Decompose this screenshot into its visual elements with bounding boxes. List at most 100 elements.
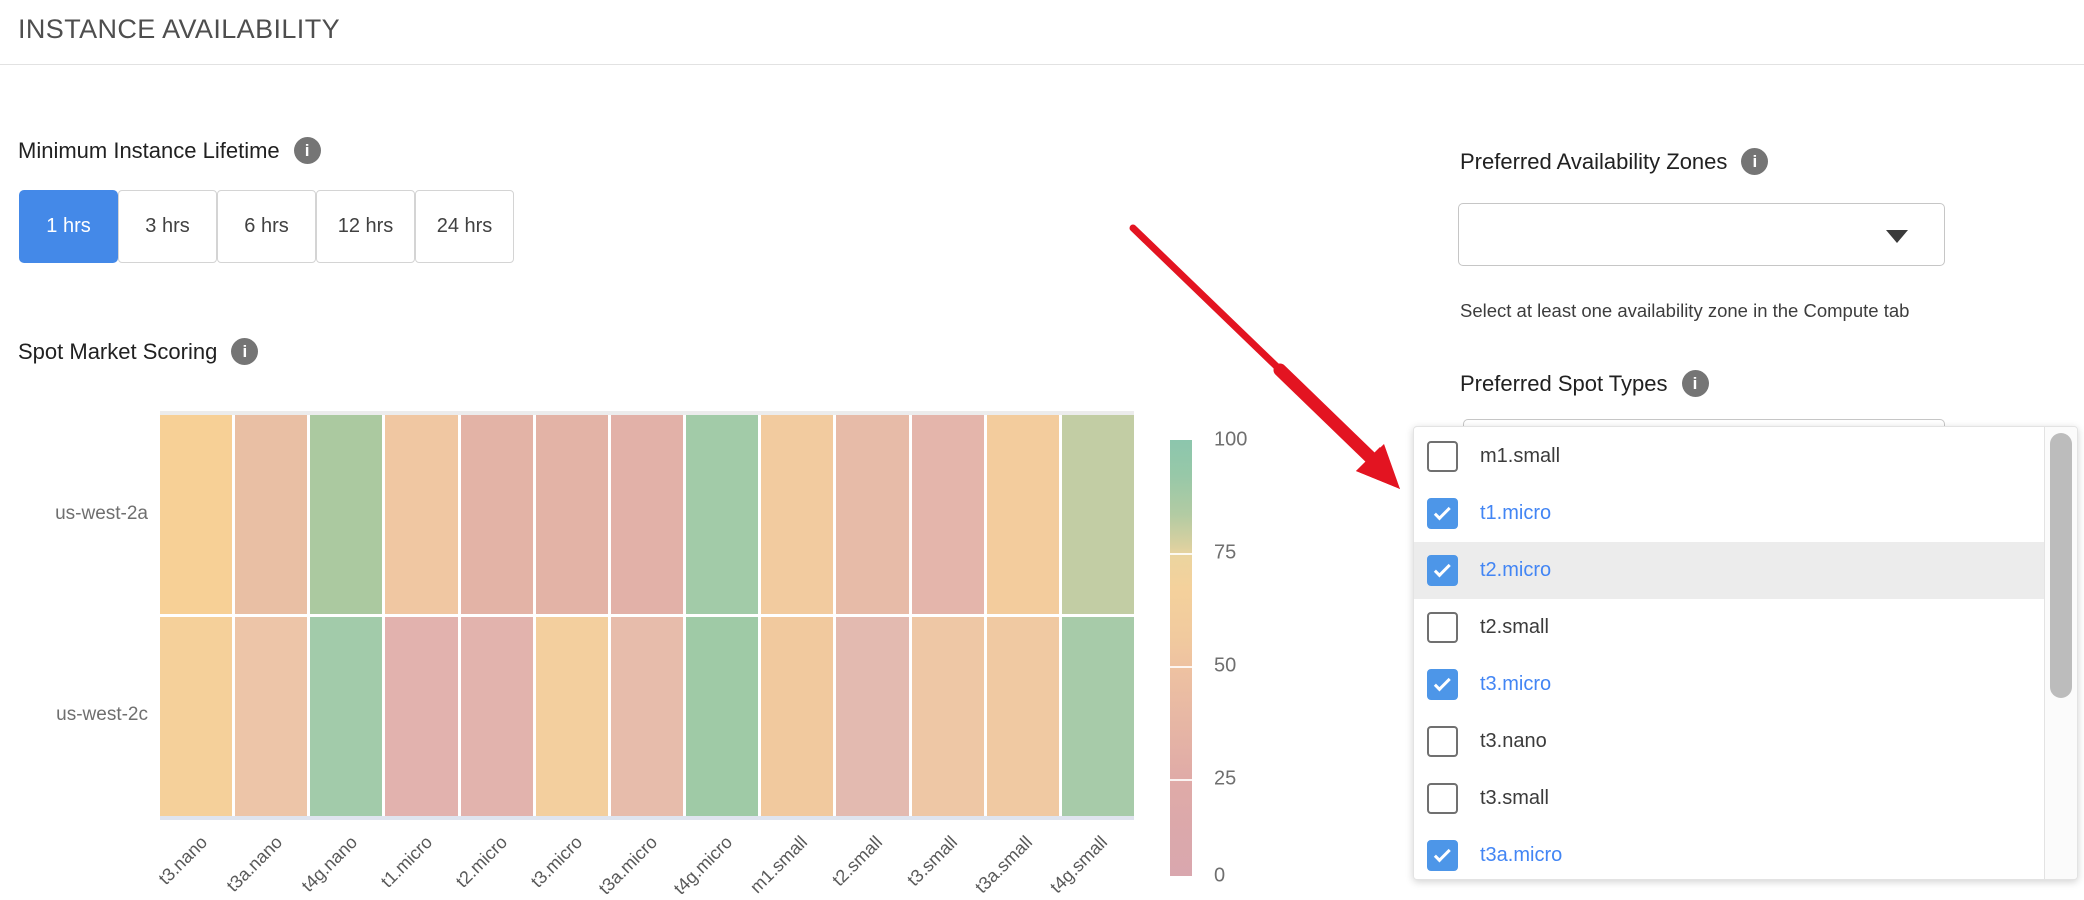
check-icon	[1433, 559, 1451, 577]
spot-type-label-t2.small: t2.small	[1480, 616, 1549, 638]
spot-type-option-t3.nano[interactable]: t3.nano	[1414, 713, 2045, 770]
heatmap-column-label-t3a.micro: t3a.micro	[594, 832, 662, 899]
heatmap-cell-us-west-2a-t3.nano	[160, 415, 233, 614]
heatmap-cell-us-west-2c-m1.small	[761, 617, 834, 816]
lifetime-button-group: 1 hrs 3 hrs 6 hrs 12 hrs 24 hrs	[19, 190, 514, 263]
checkbox-unchecked-t2.small[interactable]	[1427, 612, 1458, 643]
heatmap-cell-us-west-2c-t3.small	[911, 617, 984, 816]
spot-type-label-t2.micro: t2.micro	[1480, 559, 1552, 581]
page-title: INSTANCE AVAILABILITY	[18, 14, 340, 44]
heatmap-cell-us-west-2c-t4g.small	[1061, 617, 1134, 816]
heatmap-column-label-t4g.nano: t4g.nano	[297, 832, 362, 896]
heatmap-cell-us-west-2a-t3a.small	[986, 415, 1059, 614]
heatmap-column-label-t2.micro: t2.micro	[451, 832, 512, 892]
heatmap-cell-us-west-2a-t2.micro	[460, 415, 533, 614]
heatmap-cell-us-west-2c-t3a.nano	[235, 617, 308, 816]
lifetime-option-1-hrs[interactable]: 1 hrs	[19, 190, 118, 263]
spot-scoring-heatmap	[160, 415, 1134, 816]
heatmap-cell-us-west-2a-t3a.nano	[235, 415, 308, 614]
spot-type-label-t1.micro: t1.micro	[1480, 502, 1552, 524]
heatmap-column-label-t4g.micro: t4g.micro	[669, 832, 737, 899]
lifetime-option-24-hrs[interactable]: 24 hrs	[415, 190, 514, 263]
spot-type-option-t2.small[interactable]: t2.small	[1414, 599, 2045, 656]
heatmap-cell-us-west-2a-m1.small	[761, 415, 834, 614]
minimum-instance-lifetime-label: Minimum Instance Lifetime i	[18, 137, 321, 164]
preferred-spot-types-text: Preferred Spot Types	[1460, 370, 1668, 396]
spot-type-label-m1.small: m1.small	[1480, 445, 1561, 467]
check-icon	[1433, 844, 1451, 862]
heatmap-cell-us-west-2a-t4g.micro	[686, 415, 759, 614]
legend-tick-0: 0	[1214, 864, 1226, 887]
legend-separator	[1170, 552, 1192, 555]
heatmap-column-label-t3.nano: t3.nano	[154, 832, 212, 889]
info-icon[interactable]: i	[293, 137, 321, 164]
spot-type-option-t2.micro[interactable]: t2.micro	[1414, 542, 2045, 599]
spot-type-option-t3a.micro[interactable]: t3a.micro	[1414, 827, 2045, 879]
spot-type-option-m1.small[interactable]: m1.small	[1414, 428, 2045, 485]
spot-type-label-t3a.micro: t3a.micro	[1480, 844, 1563, 866]
heatmap-column-label-m1.small: m1.small	[745, 832, 811, 898]
spot-market-scoring-label: Spot Market Scoring i	[18, 338, 259, 365]
heatmap-legend-ticks: 100 75 50 25 0	[1214, 429, 1274, 887]
heatmap-cell-us-west-2a-t4g.nano	[310, 415, 383, 614]
legend-separator	[1170, 778, 1192, 781]
availability-zones-hint: Select at least one availability zone in…	[1460, 300, 1910, 321]
availability-zones-select[interactable]	[1458, 203, 1945, 266]
heatmap-cell-us-west-2a-t4g.small	[1061, 415, 1134, 614]
lifetime-option-6-hrs[interactable]: 6 hrs	[217, 190, 316, 263]
info-icon[interactable]: i	[1741, 148, 1769, 175]
heatmap-column-label-t3a.nano: t3a.nano	[222, 832, 287, 896]
legend-tick-100: 100	[1214, 428, 1248, 451]
checkbox-unchecked-t3.small[interactable]	[1427, 783, 1458, 814]
minimum-instance-lifetime-text: Minimum Instance Lifetime	[18, 137, 280, 163]
spot-market-scoring-text: Spot Market Scoring	[18, 338, 218, 364]
spot-types-list: m1.small t1.micro t2.micro t2.small t3.micro…	[1414, 428, 2045, 879]
check-icon	[1433, 673, 1451, 691]
heatmap-cell-us-west-2a-t3.small	[911, 415, 984, 614]
heatmap-cell-us-west-2a-t3a.micro	[610, 415, 684, 614]
spot-type-label-t3.small: t3.small	[1480, 787, 1549, 809]
info-icon[interactable]: i	[1681, 370, 1709, 397]
spot-type-option-t3.micro[interactable]: t3.micro	[1414, 656, 2045, 713]
chevron-down-icon	[1886, 229, 1908, 243]
scrollbar-thumb[interactable]	[2050, 433, 2072, 698]
heatmap-column-label-t4g.small: t4g.small	[1045, 832, 1111, 898]
heatmap-column-label-t1.micro: t1.micro	[376, 832, 437, 892]
heatmap-cell-us-west-2c-t3.nano	[160, 617, 233, 816]
check-icon	[1433, 502, 1451, 520]
heatmap-bottom-border	[160, 816, 1134, 820]
heatmap-column-label-t3a.small: t3a.small	[970, 832, 1036, 898]
heatmap-top-border	[160, 411, 1134, 415]
checkbox-unchecked-t3.nano[interactable]	[1427, 726, 1458, 757]
spot-types-dropdown-panel: m1.small t1.micro t2.micro t2.small t3.micro…	[1413, 426, 2078, 880]
heatmap-cell-us-west-2c-t4g.micro	[686, 617, 759, 816]
heatmap-cell-us-west-2c-t2.small	[836, 617, 909, 816]
preferred-availability-zones-label: Preferred Availability Zones i	[1460, 148, 1769, 175]
spot-type-option-t1.micro[interactable]: t1.micro	[1414, 485, 2045, 542]
lifetime-option-3-hrs[interactable]: 3 hrs	[118, 190, 217, 263]
heatmap-cell-us-west-2c-t3a.micro	[610, 617, 684, 816]
checkbox-checked-t2.micro[interactable]	[1427, 555, 1458, 586]
spot-type-label-t3.nano: t3.nano	[1480, 730, 1547, 752]
checkbox-unchecked-m1.small[interactable]	[1427, 441, 1458, 472]
heatmap-column-label-t3.small: t3.small	[902, 832, 961, 890]
checkbox-checked-t1.micro[interactable]	[1427, 498, 1458, 529]
checkbox-checked-t3a.micro[interactable]	[1427, 840, 1458, 871]
heatmap-legend-gradient	[1170, 440, 1192, 876]
heatmap-cell-us-west-2c-t2.micro	[460, 617, 533, 816]
heatmap-cell-us-west-2c-t1.micro	[385, 617, 458, 816]
info-icon[interactable]: i	[231, 338, 259, 365]
heatmap-cell-us-west-2a-t1.micro	[385, 415, 458, 614]
heatmap-cell-us-west-2c-t3a.small	[986, 617, 1059, 816]
heatmap-cell-us-west-2c-t3.micro	[535, 617, 608, 816]
lifetime-option-12-hrs[interactable]: 12 hrs	[316, 190, 415, 263]
legend-tick-75: 75	[1214, 541, 1237, 564]
checkbox-checked-t3.micro[interactable]	[1427, 669, 1458, 700]
spot-type-option-t3.small[interactable]: t3.small	[1414, 770, 2045, 827]
preferred-spot-types-label: Preferred Spot Types i	[1460, 370, 1709, 397]
scrollbar-track[interactable]	[2044, 427, 2077, 879]
spot-type-label-t3.micro: t3.micro	[1480, 673, 1552, 695]
preferred-availability-zones-text: Preferred Availability Zones	[1460, 148, 1728, 174]
heatmap-row-label-us-west-2a: us-west-2a	[55, 503, 148, 524]
